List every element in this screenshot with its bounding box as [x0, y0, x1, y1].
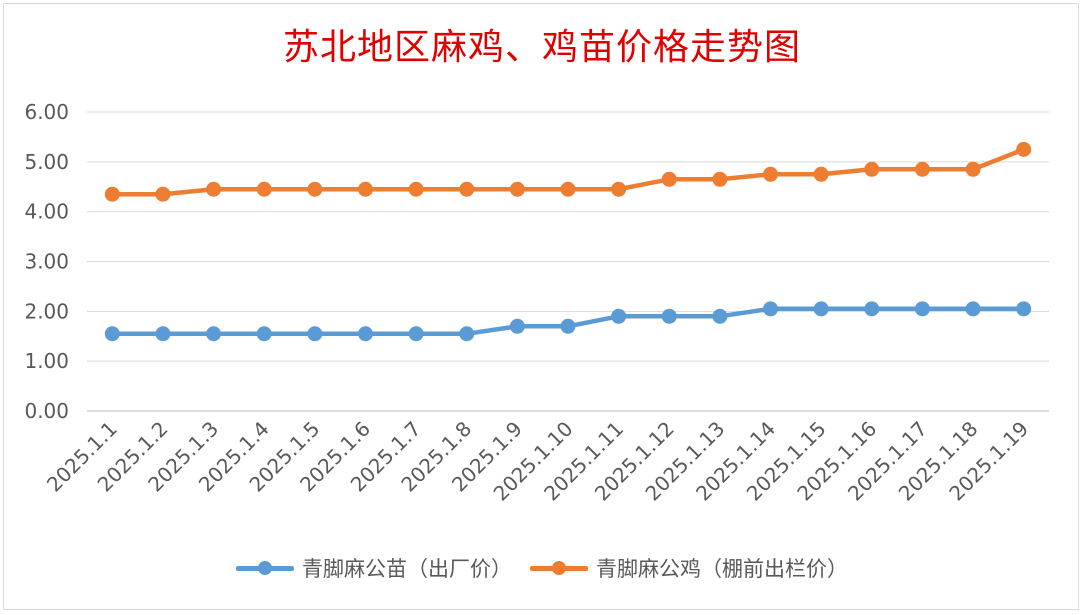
- y-tick-label: 6.00: [24, 100, 69, 124]
- series-layer: [104, 141, 1032, 342]
- series-2-point: [864, 161, 880, 177]
- y-tick-label: 3.00: [24, 250, 69, 274]
- series-2-point: [661, 171, 677, 187]
- series-2-point: [104, 186, 120, 202]
- series-2-point: [206, 181, 222, 197]
- legend-swatch-series-2: [530, 557, 588, 579]
- series-1-point: [611, 308, 627, 324]
- legend-item-series-1: 青脚麻公苗（出厂价）: [236, 553, 512, 583]
- series-2-point: [155, 186, 171, 202]
- series-1-point: [661, 308, 677, 324]
- chart-frame: [3, 3, 1079, 610]
- series-1-point: [155, 326, 171, 342]
- y-tick-label: 5.00: [24, 150, 69, 174]
- series-2-point: [408, 181, 424, 197]
- series-1-point: [914, 301, 930, 317]
- series-2-point: [307, 181, 323, 197]
- y-tick-label: 0.00: [24, 399, 69, 423]
- series-1-point: [965, 301, 981, 317]
- series-2-point: [763, 166, 779, 182]
- legend-swatch-series-1: [236, 557, 294, 579]
- y-axis-ticks: 0.00 1.00 2.00 3.00 4.00 5.00 6.00: [24, 100, 69, 423]
- series-2-point: [560, 181, 576, 197]
- series-1-point: [408, 326, 424, 342]
- series-2-point: [1016, 141, 1032, 157]
- y-tick-label: 4.00: [24, 200, 69, 224]
- series-1-point: [104, 326, 120, 342]
- legend: 青脚麻公苗（出厂价） 青脚麻公鸡（棚前出栏价）: [0, 553, 1084, 583]
- series-2-point: [611, 181, 627, 197]
- series-1-point: [206, 326, 222, 342]
- series-1-point: [1016, 301, 1032, 317]
- series-2-point: [712, 171, 728, 187]
- series-2-point: [914, 161, 930, 177]
- x-axis-ticks: 2025.1.12025.1.22025.1.32025.1.42025.1.5…: [42, 417, 1033, 506]
- legend-item-series-2: 青脚麻公鸡（棚前出栏价）: [530, 553, 848, 583]
- legend-label-series-2: 青脚麻公鸡（棚前出栏价）: [596, 557, 848, 581]
- series-1-point: [763, 301, 779, 317]
- y-tick-label: 1.00: [24, 349, 69, 373]
- y-tick-label: 2.00: [24, 299, 69, 323]
- series-2-point: [509, 181, 525, 197]
- series-1-point: [357, 326, 373, 342]
- series-1-point: [813, 301, 829, 317]
- series-2-point: [357, 181, 373, 197]
- legend-label-series-1: 青脚麻公苗（出厂价）: [302, 557, 512, 581]
- series-2-point: [256, 181, 272, 197]
- series-2-point: [459, 181, 475, 197]
- series-1-point: [509, 318, 525, 334]
- series-2-point: [965, 161, 981, 177]
- series-2-point: [813, 166, 829, 182]
- series-1-point: [307, 326, 323, 342]
- series-1-point: [864, 301, 880, 317]
- grid-layer: [87, 111, 1049, 412]
- series-1-point: [712, 308, 728, 324]
- series-1-point: [459, 326, 475, 342]
- chart-title: 苏北地区麻鸡、鸡苗价格走势图: [282, 27, 801, 68]
- series-1-point: [256, 326, 272, 342]
- series-1-point: [560, 318, 576, 334]
